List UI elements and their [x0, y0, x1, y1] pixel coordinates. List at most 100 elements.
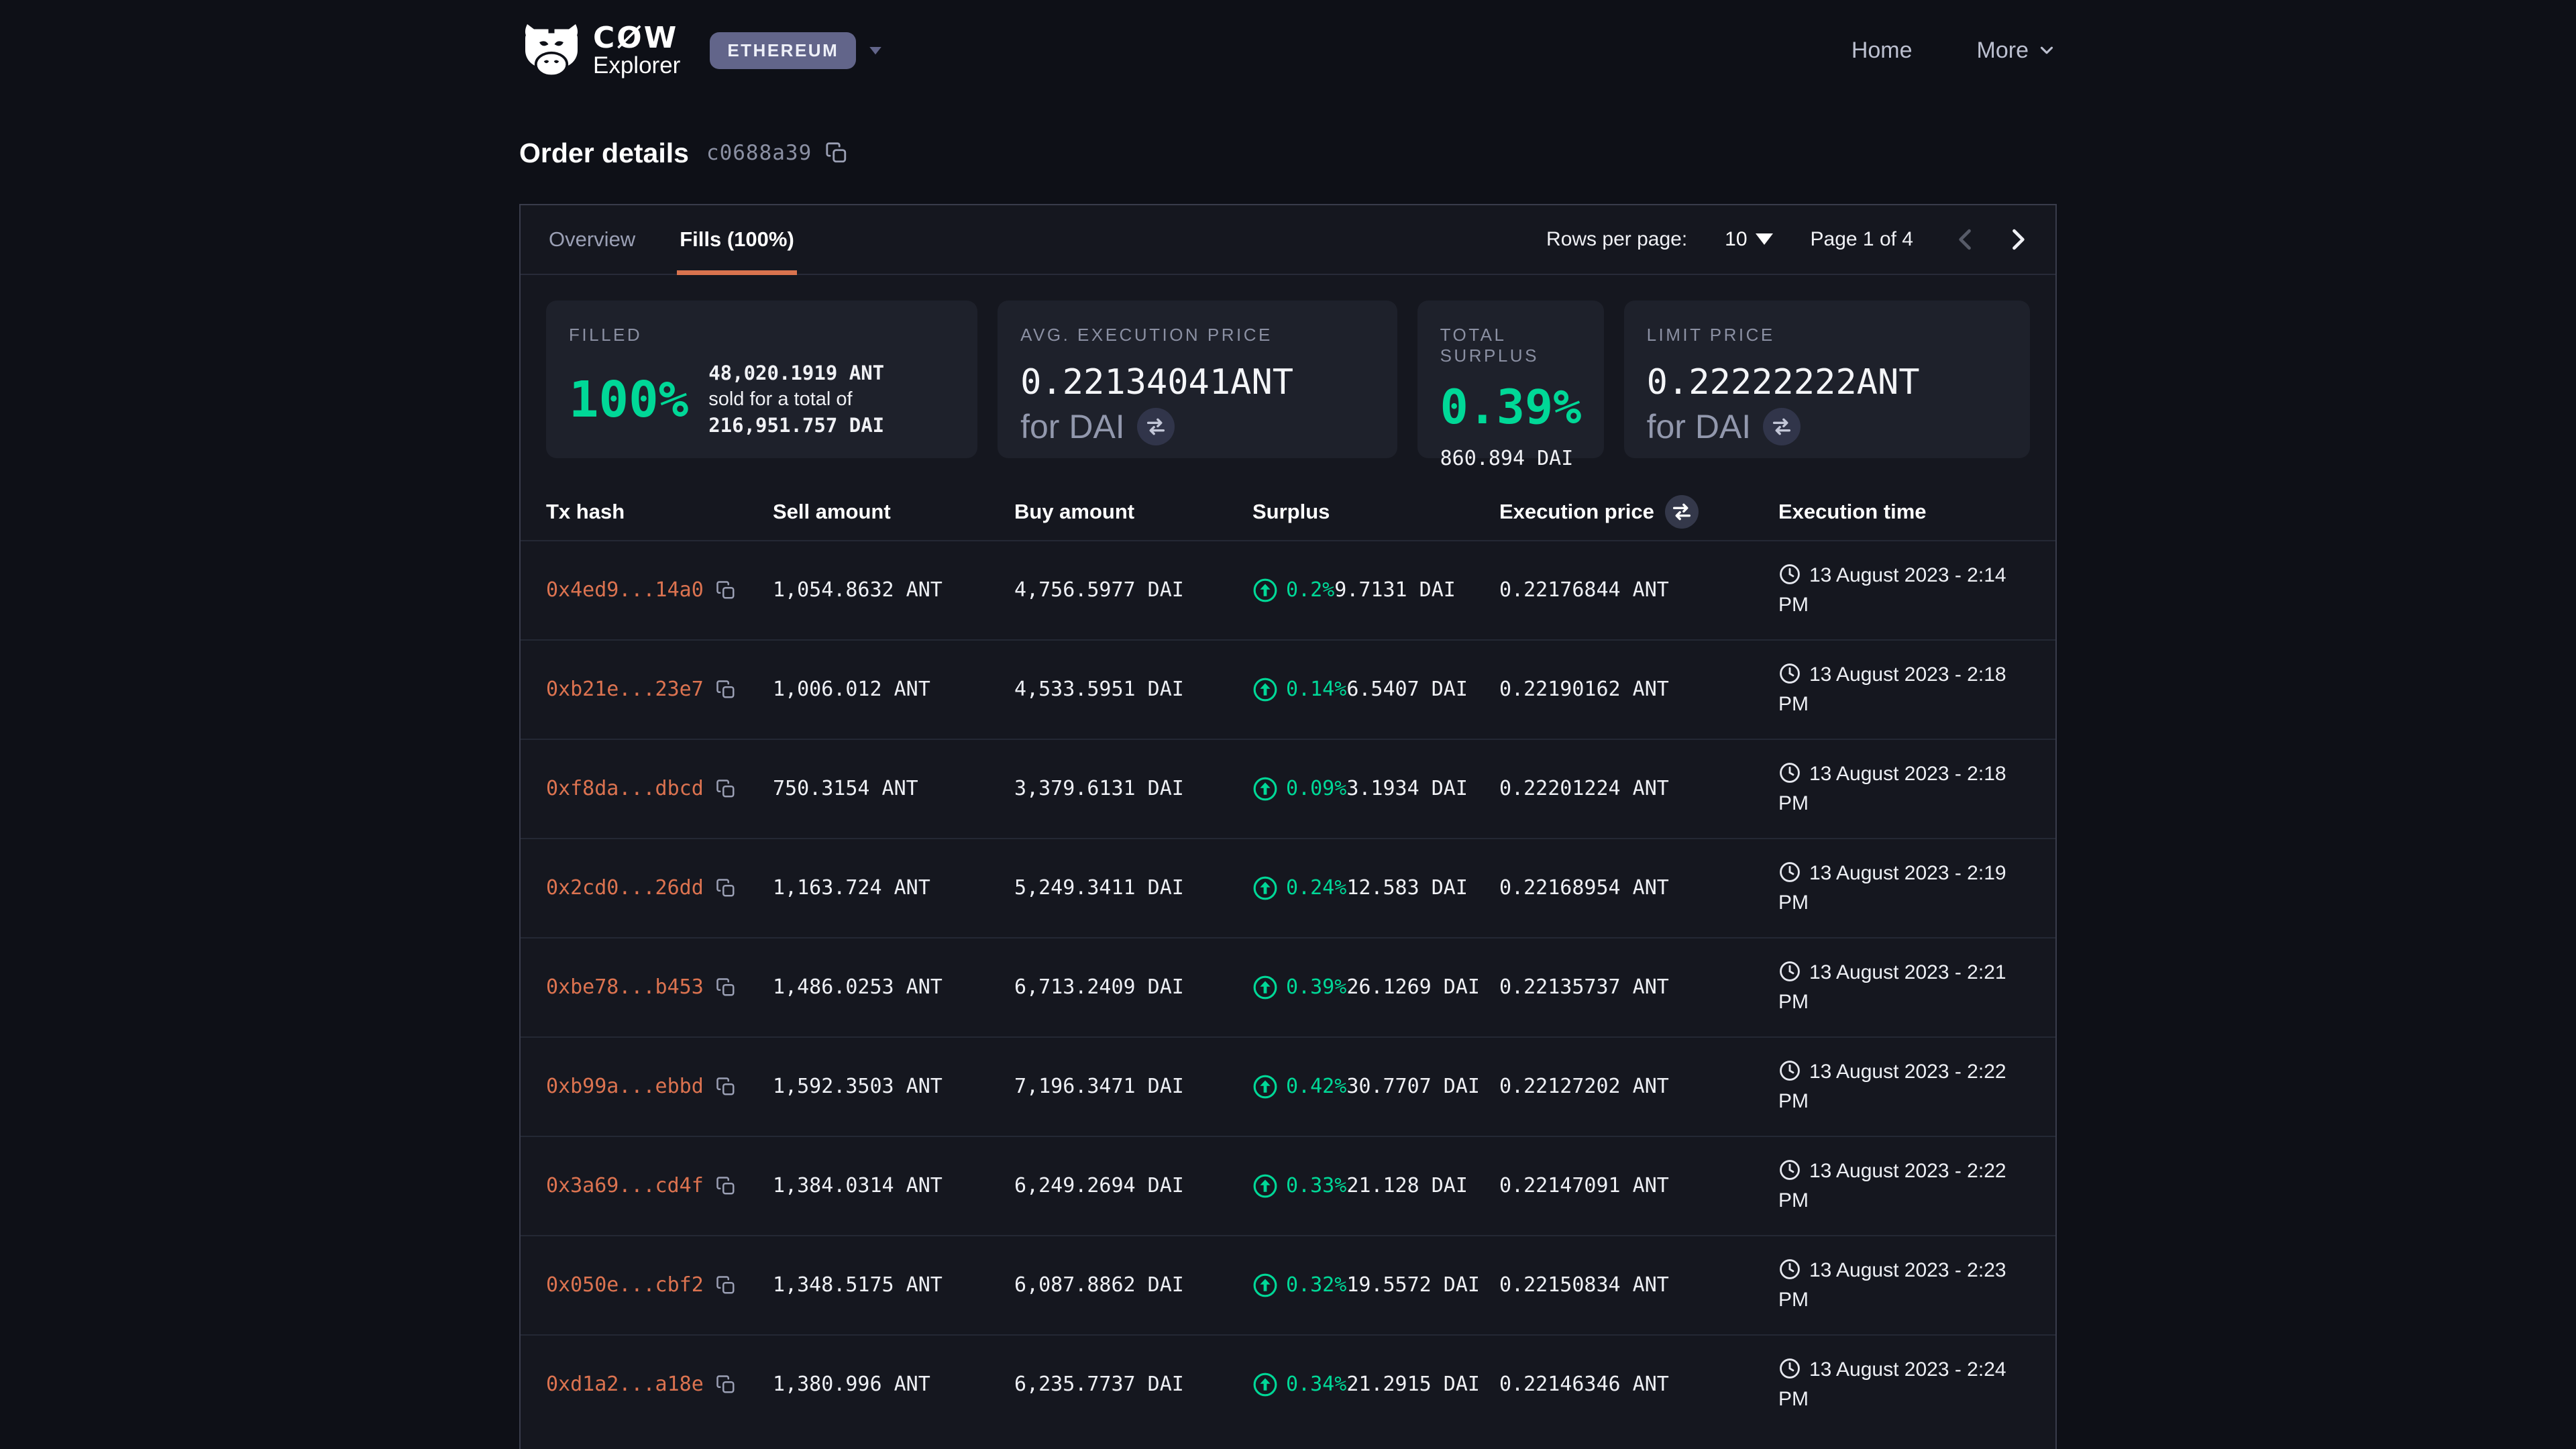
execution-price-value: 0.22190162 ANT: [1499, 678, 1669, 702]
total-surplus-label: TOTAL SURPLUS: [1440, 324, 1539, 366]
surplus-up-icon: [1253, 777, 1277, 801]
execution-price-value: 0.22168954 ANT: [1499, 876, 1669, 900]
network-selector-badge[interactable]: ETHEREUM: [710, 32, 857, 69]
col-execution-price: Execution price: [1499, 494, 1778, 529]
summary-cards: FILLED 100% 48,020.1919 ANT sold for a t…: [546, 300, 2030, 470]
tx-hash-link[interactable]: 0xb99a...ebbd: [546, 1075, 704, 1099]
surplus-value: 0.32% 19.5572 DAI: [1252, 1273, 1499, 1298]
copy-icon[interactable]: [716, 1275, 736, 1295]
sell-amount-value: 750.3154 ANT: [773, 777, 918, 801]
more-chevron-icon: [2040, 47, 2053, 54]
next-page-icon[interactable]: [2003, 225, 2033, 254]
clock-icon: [1780, 564, 1800, 585]
table-header-row: Tx hash Sell amount Buy amount Surplus E…: [521, 484, 2055, 540]
surplus-up-icon: [1253, 876, 1277, 900]
order-panel: Overview Fills (100%) Rows per page: 10 …: [519, 203, 2057, 1449]
surplus-up-icon: [1253, 975, 1277, 1000]
copy-icon[interactable]: [716, 1077, 736, 1097]
buy-amount-value: 6,249.2694 DAI: [1014, 1174, 1184, 1198]
execution-time-value: 13 August 2023 - 2:22 PM: [1778, 1160, 2006, 1212]
brand-subname: Explorer: [593, 52, 681, 79]
tx-hash-link[interactable]: 0x4ed9...14a0: [546, 578, 704, 602]
pagination-bar: Rows per page: 10 Page 1 of 4: [1546, 225, 2033, 254]
copy-icon[interactable]: [716, 779, 736, 799]
clock-icon: [1780, 1160, 1800, 1181]
buy-amount-value: 4,756.5977 DAI: [1014, 578, 1184, 602]
nav-more-link[interactable]: More: [1977, 38, 2057, 64]
col-buy-amount: Buy amount: [1014, 499, 1135, 523]
execution-time-value: 13 August 2023 - 2:24 PM: [1778, 1358, 2006, 1410]
col-sell-amount: Sell amount: [773, 499, 891, 523]
execution-time-value: 13 August 2023 - 2:14 PM: [1778, 564, 2006, 616]
tx-hash-link[interactable]: 0x2cd0...26dd: [546, 876, 704, 900]
cow-logo-icon: [525, 24, 578, 78]
network-caret-icon[interactable]: [865, 40, 885, 60]
clock-icon: [1780, 1061, 1800, 1081]
order-copy-icon[interactable]: [825, 142, 848, 164]
total-surplus-percent: 0.39%: [1440, 379, 1582, 435]
nav-home-link[interactable]: Home: [1851, 37, 1913, 63]
tx-hash-link[interactable]: 0xd1a2...a18e: [546, 1373, 704, 1397]
execution-time-value: 13 August 2023 - 2:21 PM: [1778, 961, 2006, 1013]
main-nav: Home More: [1851, 38, 2057, 64]
execution-price-value: 0.22176844 ANT: [1499, 578, 1669, 602]
cow-explorer-logo[interactable]: CØW Explorer: [519, 22, 681, 79]
surplus-up-icon: [1253, 1373, 1277, 1397]
avg-price-value: 0.22134041ANT: [1020, 362, 1294, 402]
execution-time-value: 13 August 2023 - 2:19 PM: [1778, 862, 2006, 914]
surplus-up-icon: [1253, 678, 1277, 702]
tab-fills[interactable]: Fills (100%): [677, 205, 797, 275]
filled-total-prefix: sold for a total of: [708, 388, 853, 411]
tab-overview[interactable]: Overview: [549, 227, 636, 251]
swap-icon[interactable]: [1136, 407, 1175, 445]
copy-icon[interactable]: [716, 680, 736, 700]
sell-amount-value: 1,384.0314 ANT: [773, 1174, 943, 1198]
avg-price-for-label: for DAI: [1020, 407, 1125, 445]
copy-icon[interactable]: [716, 878, 736, 898]
tx-hash-link[interactable]: 0x3a69...cd4f: [546, 1174, 704, 1198]
limit-price-value: 0.22222222ANT: [1646, 362, 1920, 402]
tx-hash-link[interactable]: 0xf8da...dbcd: [546, 777, 704, 801]
prev-page-icon[interactable]: [1951, 225, 1980, 254]
surplus-value: 0.24% 12.583 DAI: [1252, 875, 1499, 901]
clock-icon: [1780, 1358, 1800, 1379]
surplus-value: 0.14% 6.5407 DAI: [1252, 677, 1499, 702]
total-surplus-card: TOTAL SURPLUS 0.39% 860.894 DAI: [1417, 300, 1604, 470]
order-id: c0688a39: [706, 141, 812, 166]
execution-price-value: 0.22147091 ANT: [1499, 1174, 1669, 1198]
execution-price-value: 0.22135737 ANT: [1499, 975, 1669, 1000]
buy-amount-value: 4,533.5951 DAI: [1014, 678, 1184, 702]
copy-icon[interactable]: [716, 977, 736, 998]
buy-amount-value: 6,087.8862 DAI: [1014, 1273, 1184, 1297]
rows-per-page-label: Rows per page:: [1546, 227, 1688, 250]
clock-icon: [1780, 961, 1800, 982]
top-bar: CØW Explorer ETHEREUM Home More: [0, 0, 2576, 78]
sell-amount-value: 1,054.8632 ANT: [773, 578, 943, 602]
tx-hash-link[interactable]: 0xb21e...23e7: [546, 678, 704, 702]
buy-amount-value: 3,379.6131 DAI: [1014, 777, 1184, 801]
surplus-value: 0.09% 3.1934 DAI: [1252, 776, 1499, 802]
execution-time-value: 13 August 2023 - 2:22 PM: [1778, 1061, 2006, 1112]
tab-bar: Overview Fills (100%): [546, 205, 797, 275]
clock-icon: [1780, 862, 1800, 883]
table-body: 0x4ed9...14a0 1,054.8632 ANT 4,756.5977 …: [521, 539, 2055, 1434]
tx-hash-link[interactable]: 0xbe78...b453: [546, 975, 704, 1000]
col-execution-time: Execution time: [1778, 499, 1927, 523]
surplus-up-icon: [1253, 578, 1277, 602]
copy-icon[interactable]: [716, 1375, 736, 1395]
table-row: 0x050e...cbf2 1,348.5175 ANT 6,087.8862 …: [521, 1234, 2055, 1334]
execution-time-value: 13 August 2023 - 2:18 PM: [1778, 763, 2006, 814]
limit-price-card: LIMIT PRICE 0.22222222ANT for DAI: [1623, 300, 2030, 458]
copy-icon[interactable]: [716, 1176, 736, 1196]
tx-hash-link[interactable]: 0x050e...cbf2: [546, 1273, 704, 1297]
table-row: 0x4ed9...14a0 1,054.8632 ANT 4,756.5977 …: [521, 539, 2055, 639]
col-tx-hash: Tx hash: [546, 499, 625, 523]
page-indicator: Page 1 of 4: [1810, 227, 1913, 250]
avg-execution-price-card: AVG. EXECUTION PRICE 0.22134041ANT for D…: [998, 300, 1397, 458]
rows-per-page-select[interactable]: 10: [1725, 228, 1773, 251]
limit-price-label: LIMIT PRICE: [1646, 324, 1775, 345]
invert-price-icon[interactable]: [1664, 494, 1699, 529]
copy-icon[interactable]: [716, 580, 736, 600]
swap-icon[interactable]: [1763, 407, 1801, 445]
surplus-value: 0.42% 30.7707 DAI: [1252, 1074, 1499, 1099]
